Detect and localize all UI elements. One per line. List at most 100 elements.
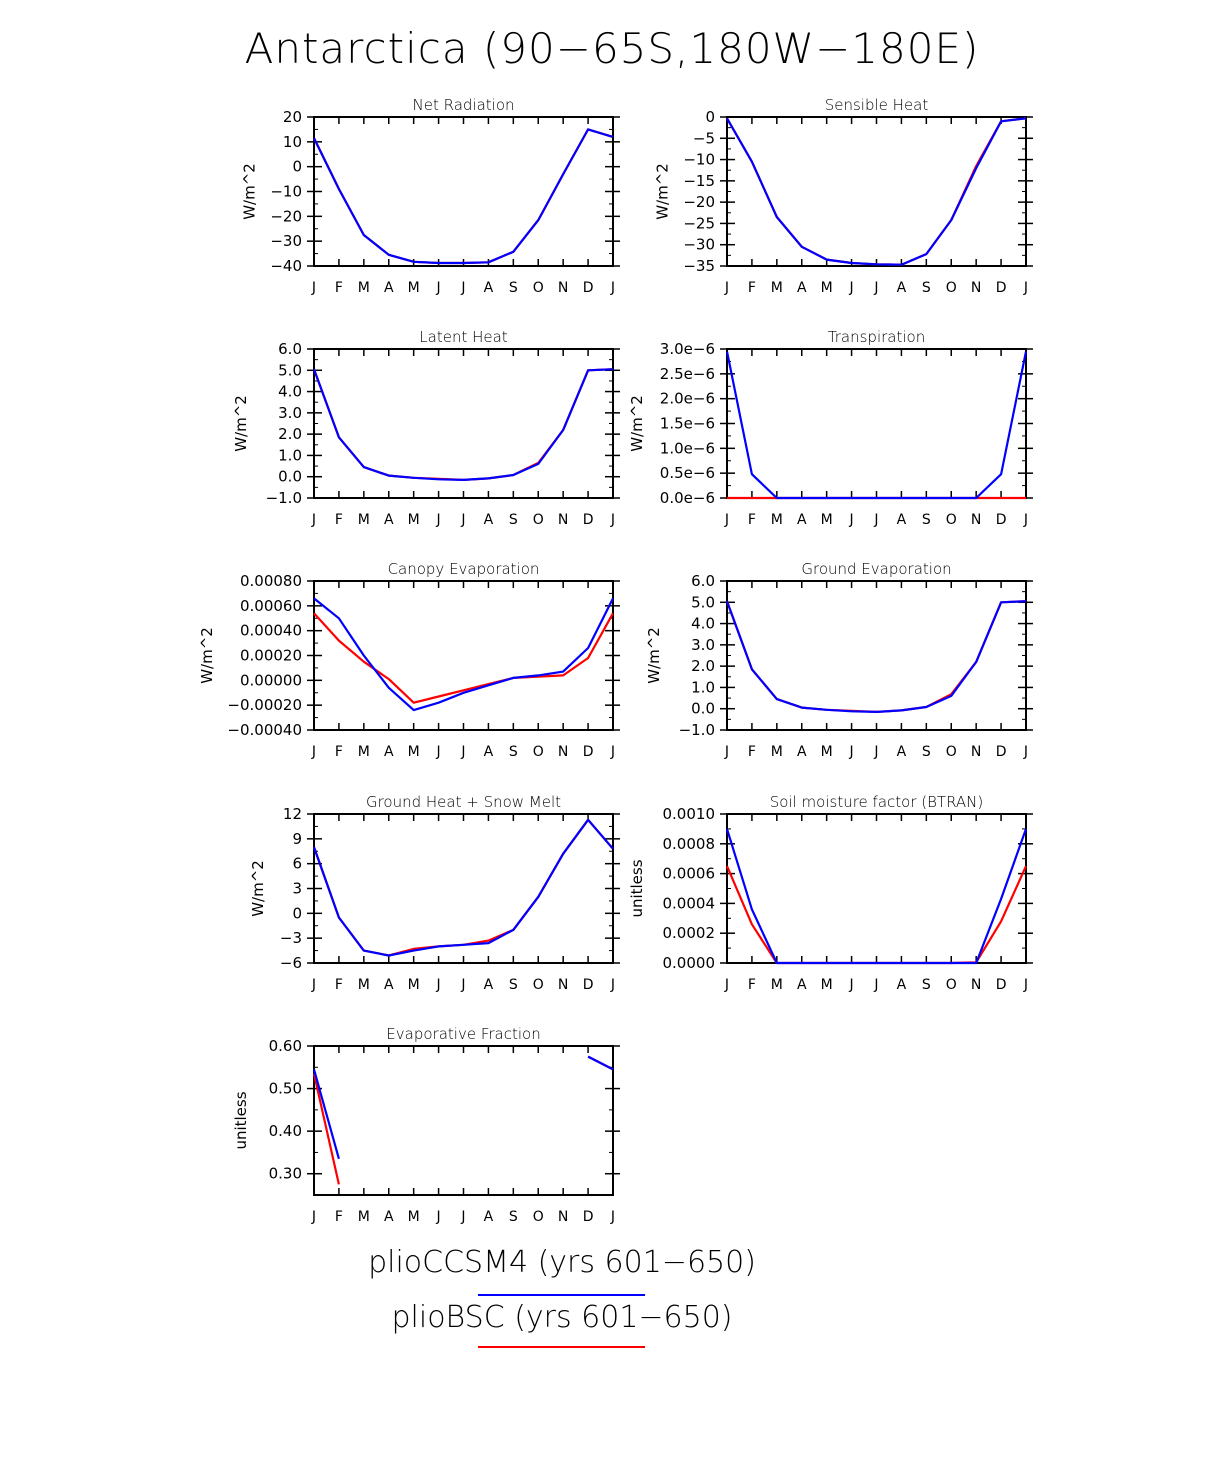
y-axis-label-ground-heat-snow-melt: W/m^2 xyxy=(249,860,267,917)
x-tick-label: D xyxy=(583,744,594,760)
x-tick-label: M xyxy=(408,977,420,993)
x-tick-label: A xyxy=(384,744,394,760)
legend-label-pliobsc: plioBSC (yrs 601−650) xyxy=(391,1300,733,1335)
x-tick-label: J xyxy=(311,1209,316,1225)
x-tick-label: J xyxy=(311,512,316,528)
series-line-plioccsm4-yrs-601-650-latent-heat xyxy=(312,368,614,481)
panel-title-latent-heat: Latent Heat xyxy=(419,328,508,346)
plot-frame-ground-heat-snow-melt xyxy=(313,813,614,964)
plot-frame-sensible-heat xyxy=(726,116,1027,267)
x-tick-label: O xyxy=(946,280,957,296)
x-tick-label: M xyxy=(821,744,833,760)
y-tick-label: −40 xyxy=(270,257,302,275)
y-tick-label: 2.0e−6 xyxy=(660,390,715,408)
x-tick-label: M xyxy=(771,280,783,296)
x-tick-label: D xyxy=(996,744,1007,760)
x-tick-label: J xyxy=(460,1209,465,1225)
x-tick-label: J xyxy=(311,744,316,760)
x-tick-label: A xyxy=(484,977,494,993)
y-tick-label: 1.0e−6 xyxy=(660,439,715,457)
x-tick-label: M xyxy=(358,280,370,296)
x-tick-label: O xyxy=(533,280,544,296)
y-tick-label: 0.00060 xyxy=(240,597,302,615)
y-tick-label: −0.00040 xyxy=(227,721,302,739)
y-tick-label: 0.00000 xyxy=(240,671,302,689)
y-tick-label: −30 xyxy=(270,232,302,250)
panel-title-ground-evaporation: Ground Evaporation xyxy=(801,560,951,578)
x-tick-label: A xyxy=(484,744,494,760)
x-tick-label: J xyxy=(436,744,441,760)
plot-frame-transpiration xyxy=(726,348,1027,499)
plot-frame-soil-moisture-factor-btran xyxy=(726,813,1027,964)
y-tick-label: −10 xyxy=(683,151,715,169)
x-tick-label: S xyxy=(509,1209,518,1225)
plot-frame-canopy-evaporation xyxy=(313,580,614,731)
x-tick-label: M xyxy=(821,977,833,993)
x-tick-label: A xyxy=(384,512,394,528)
x-tick-label: F xyxy=(335,280,343,296)
x-tick-label: O xyxy=(533,977,544,993)
x-tick-label: S xyxy=(922,977,931,993)
panel-title-soil-moisture-factor-btran: Soil moisture factor (BTRAN) xyxy=(770,793,984,811)
x-tick-label: A xyxy=(484,1209,494,1225)
y-tick-label: 3.0 xyxy=(278,404,302,422)
y-tick-label: 0 xyxy=(292,904,302,922)
x-tick-label: S xyxy=(509,744,518,760)
y-axis-label-sensible-heat: W/m^2 xyxy=(654,163,672,220)
series-line-plioccsm4-yrs-601-650-sensible-heat xyxy=(726,117,1027,266)
series-line-plioccsm4-yrs-601-650-ground-heat-snow-melt xyxy=(312,818,614,957)
y-tick-label: 4.0 xyxy=(278,383,302,401)
x-tick-label: F xyxy=(335,512,343,528)
y-tick-label: 0.0010 xyxy=(663,805,716,823)
series-line-pliobsc-yrs-601-650-ground-evaporation xyxy=(725,600,1027,713)
x-tick-label: F xyxy=(748,512,756,528)
y-tick-label: −30 xyxy=(683,236,715,254)
y-tick-label: 12 xyxy=(283,805,302,823)
x-tick-label: O xyxy=(946,512,957,528)
x-tick-label: J xyxy=(849,744,854,760)
x-tick-label: J xyxy=(610,280,615,296)
x-tick-label: J xyxy=(724,744,729,760)
panel-title-sensible-heat: Sensible Heat xyxy=(825,96,929,114)
y-tick-label: 0.0002 xyxy=(663,924,716,942)
x-tick-label: M xyxy=(821,280,833,296)
series-line-plioccsm4-yrs-601-650-ground-evaporation xyxy=(725,600,1027,713)
y-tick-label: 3 xyxy=(292,880,302,898)
y-tick-label: 2.0 xyxy=(691,657,715,675)
y-tick-label: −1.0 xyxy=(679,721,715,739)
x-tick-label: J xyxy=(1023,512,1028,528)
x-tick-label: A xyxy=(897,744,907,760)
y-tick-label: 0.30 xyxy=(269,1165,302,1183)
y-tick-label: 1.0 xyxy=(278,446,302,464)
y-tick-label: 0.5e−6 xyxy=(660,464,715,482)
x-tick-label: A xyxy=(384,977,394,993)
y-tick-label: 1.0 xyxy=(691,678,715,696)
x-tick-label: M xyxy=(358,512,370,528)
x-tick-label: J xyxy=(873,512,878,528)
panel-title-evaporative-fraction: Evaporative Fraction xyxy=(386,1025,540,1043)
y-tick-label: 9 xyxy=(292,830,302,848)
panel-title-ground-heat-snow-melt: Ground Heat + Snow Melt xyxy=(366,793,561,811)
x-tick-label: F xyxy=(748,744,756,760)
series-line-plioccsm4-yrs-601-650-transpiration xyxy=(725,351,1028,500)
x-tick-label: A xyxy=(384,280,394,296)
y-tick-label: 0 xyxy=(292,158,302,176)
x-tick-label: D xyxy=(583,280,594,296)
y-axis-label-transpiration: W/m^2 xyxy=(628,395,646,452)
x-tick-label: J xyxy=(460,512,465,528)
y-tick-label: 2.0 xyxy=(278,425,302,443)
x-tick-label: M xyxy=(358,977,370,993)
plot-frame-net-radiation xyxy=(313,116,614,267)
series-line-pliobsc-yrs-601-650-evaporative-fraction xyxy=(312,1055,614,1185)
y-tick-label: 0.60 xyxy=(269,1037,302,1055)
y-tick-label: 0.0008 xyxy=(663,835,716,853)
x-tick-label: O xyxy=(533,512,544,528)
y-tick-label: 1.5e−6 xyxy=(660,415,715,433)
y-axis-label-canopy-evaporation: W/m^2 xyxy=(198,627,216,684)
x-tick-label: F xyxy=(748,977,756,993)
y-tick-label: 0.0e−6 xyxy=(660,489,715,507)
x-tick-label: N xyxy=(558,1209,568,1225)
